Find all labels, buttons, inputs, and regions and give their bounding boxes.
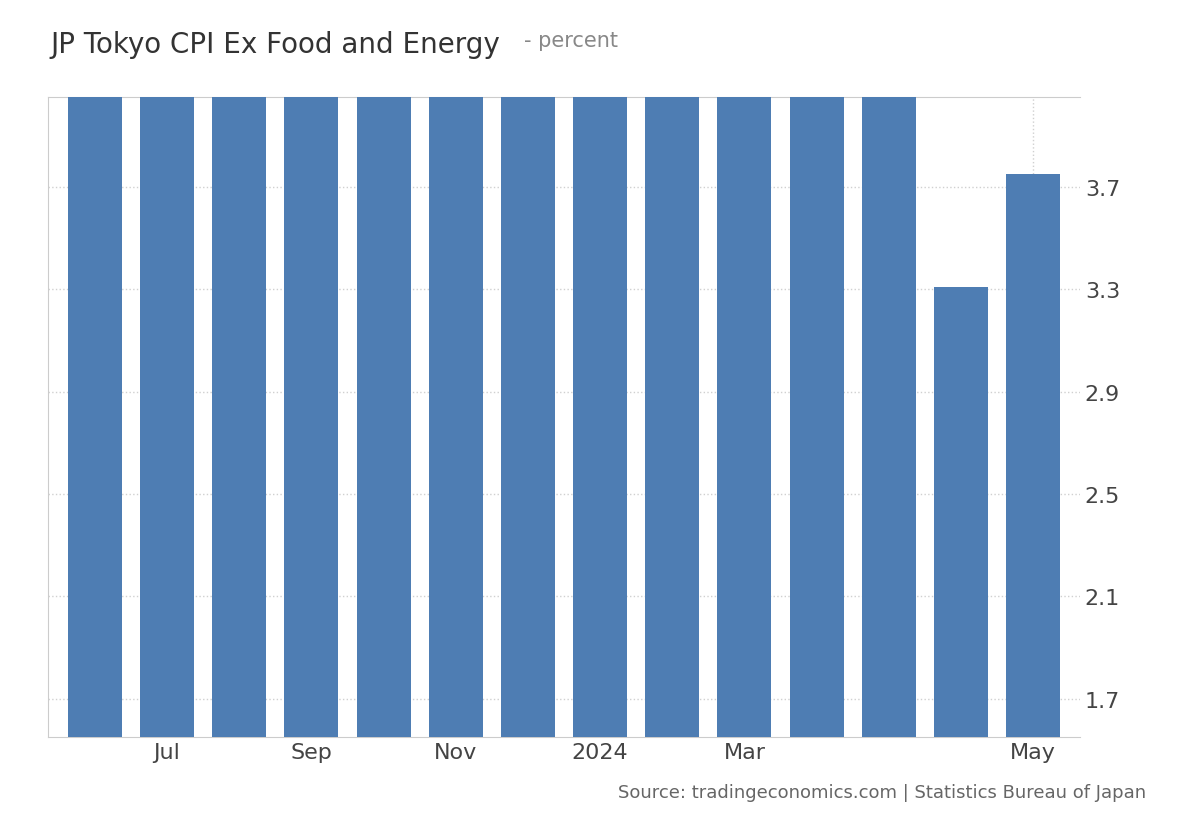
- Bar: [356, 0, 410, 737]
- Bar: [646, 0, 700, 737]
- Text: - percent: - percent: [524, 31, 618, 51]
- Text: JP Tokyo CPI Ex Food and Energy: JP Tokyo CPI Ex Food and Energy: [50, 31, 500, 59]
- Bar: [790, 0, 844, 737]
- Bar: [428, 0, 482, 737]
- Bar: [718, 0, 772, 737]
- Bar: [68, 0, 122, 737]
- Text: Source: tradingeconomics.com | Statistics Bureau of Japan: Source: tradingeconomics.com | Statistic…: [618, 783, 1146, 801]
- Bar: [284, 0, 338, 737]
- Bar: [574, 0, 628, 737]
- Bar: [862, 14, 916, 737]
- Bar: [934, 287, 988, 737]
- Bar: [212, 0, 266, 737]
- Bar: [140, 0, 194, 737]
- Bar: [500, 0, 554, 737]
- Bar: [1006, 175, 1060, 737]
